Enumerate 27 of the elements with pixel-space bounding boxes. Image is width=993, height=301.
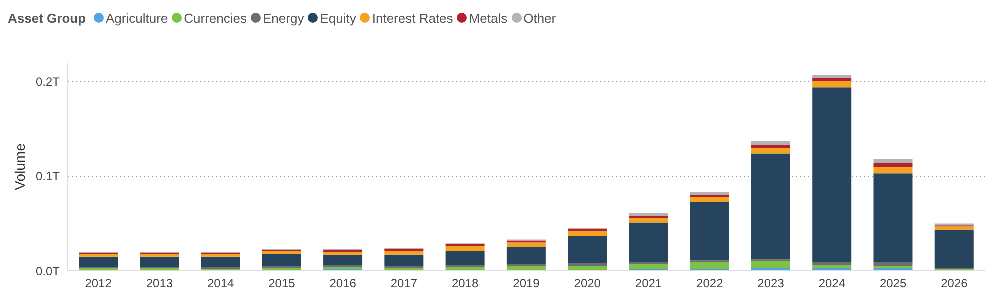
x-tick-label: 2022 bbox=[696, 276, 724, 291]
legend-label: Currencies bbox=[183, 10, 248, 26]
legend-title: Asset Group bbox=[8, 10, 86, 26]
legend-label: Agriculture bbox=[105, 10, 168, 26]
legend-label: Metals bbox=[468, 10, 508, 26]
x-tick-label: 2018 bbox=[452, 276, 480, 291]
x-tick-label: 2014 bbox=[207, 276, 235, 291]
y-tick-label: 0.1T bbox=[36, 170, 61, 184]
x-tick-label: 2026 bbox=[941, 276, 968, 291]
x-tick-label: 2021 bbox=[635, 276, 662, 291]
legend-label: Equity bbox=[319, 10, 356, 26]
x-tick-label: 2016 bbox=[330, 276, 357, 291]
y-axis-title: Volume bbox=[12, 143, 28, 190]
legend-label: Other bbox=[522, 10, 556, 26]
x-tick-label: 2013 bbox=[146, 276, 174, 291]
x-tick-label: 2020 bbox=[574, 276, 602, 291]
x-tick-label: 2023 bbox=[758, 276, 785, 291]
y-tick-label: 0.0T bbox=[36, 264, 61, 278]
y-tick-label: 0.2T bbox=[36, 75, 61, 90]
legend-label: Energy bbox=[262, 10, 304, 26]
x-tick-label: 2015 bbox=[268, 276, 296, 291]
legend-label: Interest Rates bbox=[371, 10, 454, 26]
x-tick-label: 2019 bbox=[513, 276, 540, 291]
x-tick-label: 2024 bbox=[818, 276, 846, 291]
x-tick-label: 2017 bbox=[390, 276, 418, 291]
x-tick-label: 2012 bbox=[85, 276, 112, 291]
x-tick-label: 2025 bbox=[880, 276, 907, 291]
